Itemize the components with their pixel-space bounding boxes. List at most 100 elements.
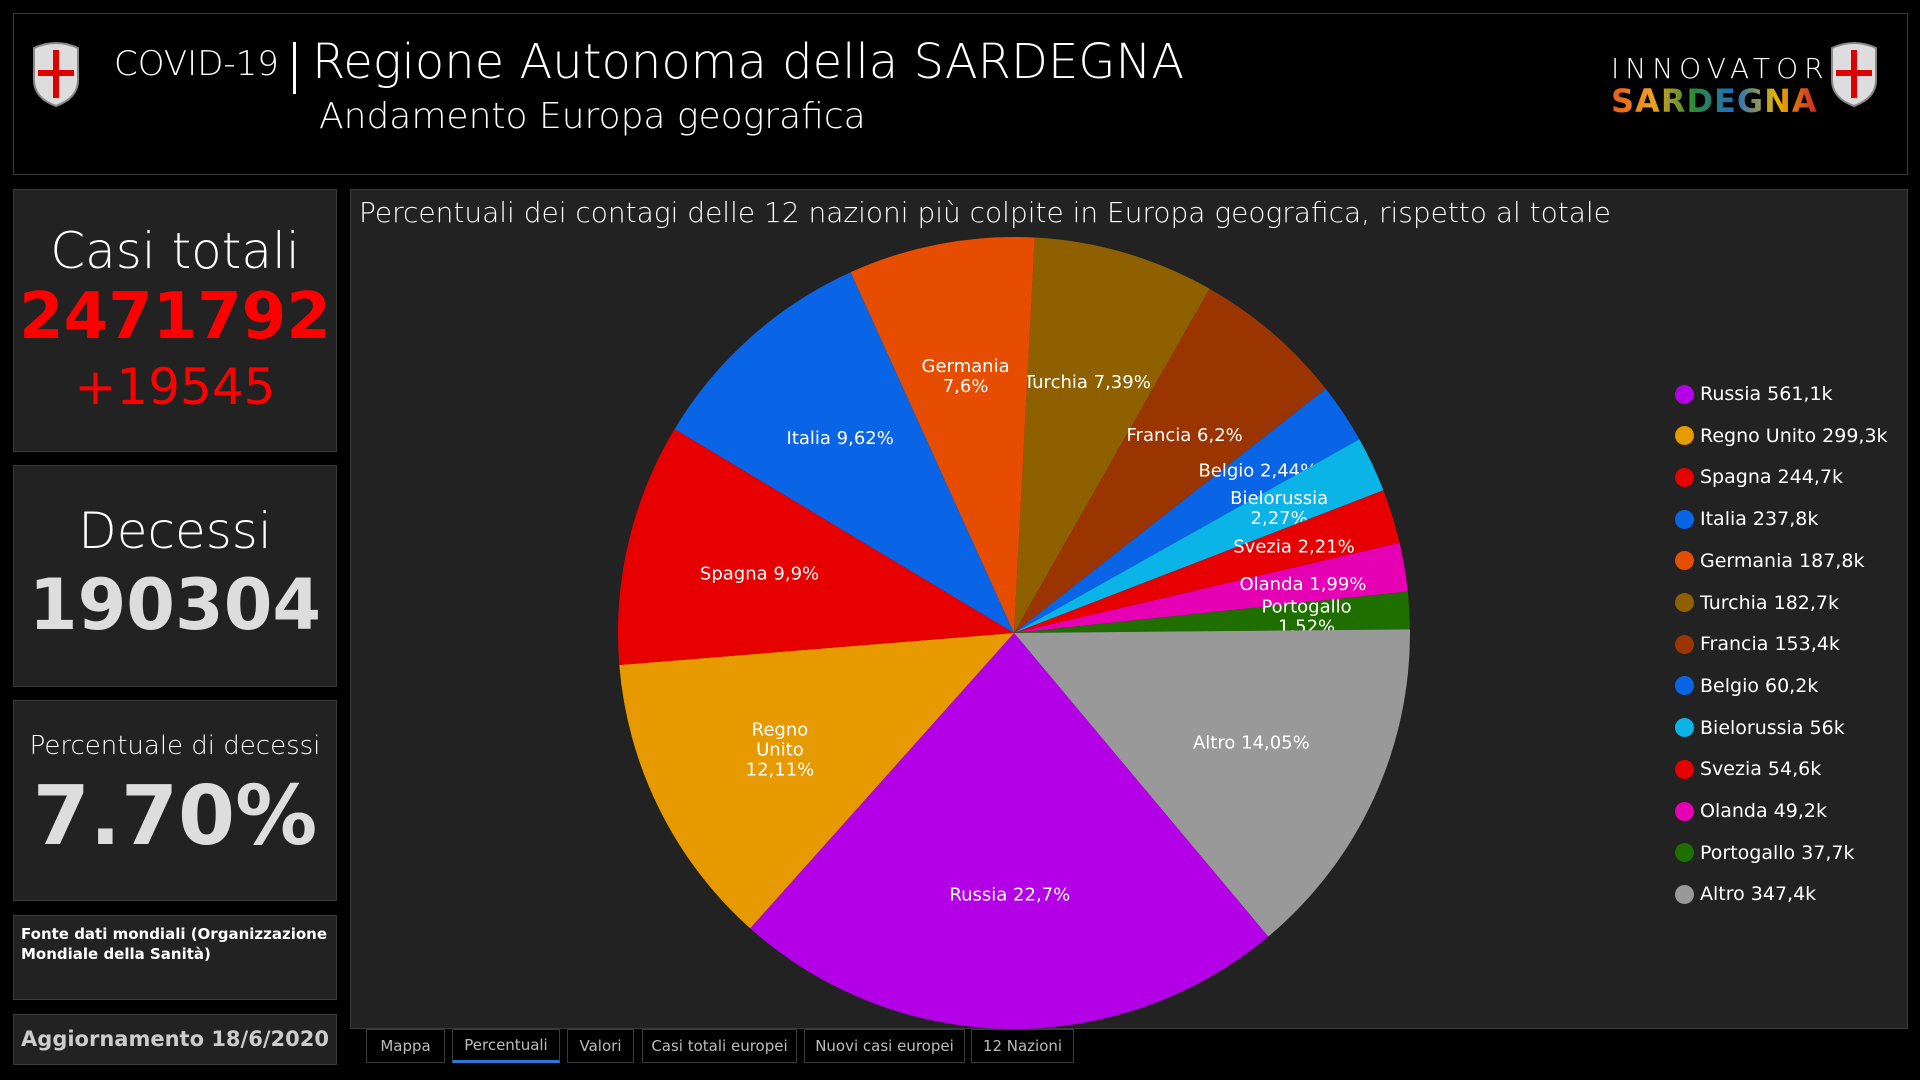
legend-label: Portogallo 37,7k (1700, 841, 1855, 864)
pie-label-line: Regno (752, 719, 809, 740)
legend-label: Olanda 49,2k (1700, 800, 1827, 822)
death-rate-value: 7.70% (32, 769, 318, 864)
legend-label: Italia 237,8k (1700, 508, 1819, 531)
pie-label: Regno Unito 12,11% (746, 719, 815, 780)
legend-label: Belgio 60,2k (1700, 674, 1819, 697)
legend-item[interactable]: Olanda 49,2k (1675, 800, 1827, 822)
source-text: Fonte dati mondiali (Organizzazione Mond… (21, 925, 327, 963)
legend-dot-icon (1675, 884, 1694, 904)
pie-label: Russia 22,7% (949, 884, 1070, 905)
tab-casi-totali-europei[interactable]: Casi totali europei (642, 1029, 797, 1063)
legend-dot-icon (1675, 426, 1694, 446)
legend-item[interactable]: Regno Unito 299,3k (1675, 425, 1888, 447)
pie-label-line: Bielorussia (1230, 488, 1328, 509)
chart-title: Percentuali dei contagi delle 12 nazioni… (359, 196, 1611, 229)
legend-dot-icon (1675, 676, 1694, 696)
legend-item[interactable]: Francia 153,4k (1675, 633, 1840, 655)
death-rate-label: Percentuale di decessi (29, 731, 321, 761)
tab-12-nazioni[interactable]: 12 Nazioni (971, 1029, 1074, 1063)
pie-slice-germania[interactable] (850, 237, 1035, 633)
pie-slice-francia[interactable] (1014, 288, 1326, 633)
pie-slice-spagna[interactable] (618, 428, 1014, 665)
total-cases-card: Casi totali 2471792 +19545 (13, 189, 337, 452)
pie-label-line: Italia 9,62% (787, 428, 894, 449)
pie-label: Svezia 2,21% (1233, 537, 1355, 558)
pie-label-line: Belgio 2,44% (1198, 460, 1317, 481)
deaths-value: 190304 (28, 564, 322, 646)
legend-dot-icon (1675, 593, 1694, 612)
pie-label-line: Germania (922, 356, 1010, 377)
legend-dot-icon (1675, 509, 1694, 529)
new-cases-value: +19545 (74, 358, 276, 416)
pie-label-line: Svezia 2,21% (1233, 537, 1355, 558)
legend-label: Altro 347,4k (1700, 883, 1817, 906)
pie-slice-turchia[interactable] (1014, 237, 1210, 633)
legend-label: Bielorussia 56k (1700, 716, 1845, 739)
pie-slice-svezia[interactable] (1014, 490, 1400, 633)
legend-item[interactable]: Germania 187,8k (1675, 550, 1864, 572)
legend-label: Regno Unito 299,3k (1700, 424, 1888, 447)
logo-innovatori: INNOVATORI (1611, 52, 1844, 85)
pie-label-line: Olanda 1,99% (1239, 574, 1366, 595)
legend-item[interactable]: Altro 347,4k (1675, 883, 1816, 905)
source-card: Fonte dati mondiali (Organizzazione Mond… (13, 915, 337, 1000)
legend-item[interactable]: Svezia 54,6k (1675, 758, 1821, 780)
legend-item[interactable]: Bielorussia 56k (1675, 717, 1845, 739)
legend-dot-icon (1675, 467, 1694, 487)
legend-item[interactable]: Turchia 182,7k (1675, 592, 1839, 614)
legend-item[interactable]: Portogallo 37,7k (1675, 842, 1855, 864)
pie-slice-olanda[interactable] (1014, 542, 1408, 633)
pie-label: Italia 9,62% (787, 428, 894, 449)
legend-item[interactable]: Spagna 244,7k (1675, 466, 1843, 488)
deaths-label: Decessi (78, 502, 272, 560)
page-subtitle: Andamento Europa geografica (319, 96, 866, 137)
tab-valori[interactable]: Valori (567, 1029, 634, 1063)
pie-label-line: Spagna 9,9% (700, 563, 819, 584)
death-rate-card: Percentuale di decessi 7.70% (13, 700, 337, 901)
pie-label-line: Turchia 7,39% (1023, 372, 1151, 393)
legend-dot-icon (1675, 634, 1694, 654)
pie-label-line: Russia 22,7% (949, 884, 1070, 905)
sardinia-crest-icon (1831, 42, 1877, 108)
pie-label-line: 2,27% (1251, 508, 1308, 529)
pie-label: Bielorussia 2,27% (1230, 488, 1328, 529)
pie-label: Germania 7,6% (922, 356, 1010, 397)
legend-dot-icon (1675, 759, 1694, 779)
title-separator (293, 42, 296, 94)
legend-dot-icon (1675, 384, 1694, 404)
tab-percentuali[interactable]: Percentuali (452, 1029, 560, 1063)
pie-slice-bielorussia[interactable] (1014, 439, 1384, 633)
header: COVID-19 Regione Autonoma della SARDEGNA… (13, 13, 1908, 175)
legend-item[interactable]: Russia 561,1k (1675, 383, 1833, 405)
legend-label: Francia 153,4k (1700, 633, 1840, 656)
legend-label: Spagna 244,7k (1700, 466, 1843, 489)
total-cases-label: Casi totali (50, 222, 300, 280)
legend-dot-icon (1675, 551, 1694, 571)
pie-slice-regno-unito[interactable] (619, 633, 1014, 929)
pie-label-line: 12,11% (746, 759, 815, 780)
tab-mappa[interactable]: Mappa (366, 1029, 445, 1063)
pie-label: Altro 14,05% (1193, 732, 1310, 753)
pie-label: Belgio 2,44% (1198, 460, 1317, 481)
legend-label: Russia 561,1k (1700, 383, 1833, 405)
deaths-card: Decessi 190304 (13, 465, 337, 687)
legend-item[interactable]: Italia 237,8k (1675, 508, 1818, 530)
legend-label: Svezia 54,6k (1700, 758, 1822, 781)
legend-item[interactable]: Belgio 60,2k (1675, 675, 1818, 697)
tab-nuovi-casi-europei[interactable]: Nuovi casi europei (804, 1029, 965, 1063)
legend-label: Germania 187,8k (1700, 549, 1865, 572)
update-date: Aggiornamento 18/6/2020 (21, 1027, 329, 1051)
legend-dot-icon (1675, 718, 1694, 738)
page-title: Regione Autonoma della SARDEGNA (312, 34, 1185, 90)
logo-sardegna: SARDEGNA (1611, 82, 1818, 120)
pie-slice-belgio[interactable] (1014, 388, 1360, 633)
total-cases-value: 2471792 (19, 280, 331, 354)
pie-label: Turchia 7,39% (1023, 372, 1151, 393)
pie-slice-russia[interactable] (750, 633, 1269, 1029)
sardinia-crest-icon (33, 42, 79, 108)
pie-label-line: Portogallo (1261, 596, 1351, 617)
pie-slice-altro[interactable] (1014, 629, 1410, 937)
pie-slice-italia[interactable] (674, 272, 1014, 633)
pie-slice-portogallo[interactable] (1014, 591, 1410, 633)
